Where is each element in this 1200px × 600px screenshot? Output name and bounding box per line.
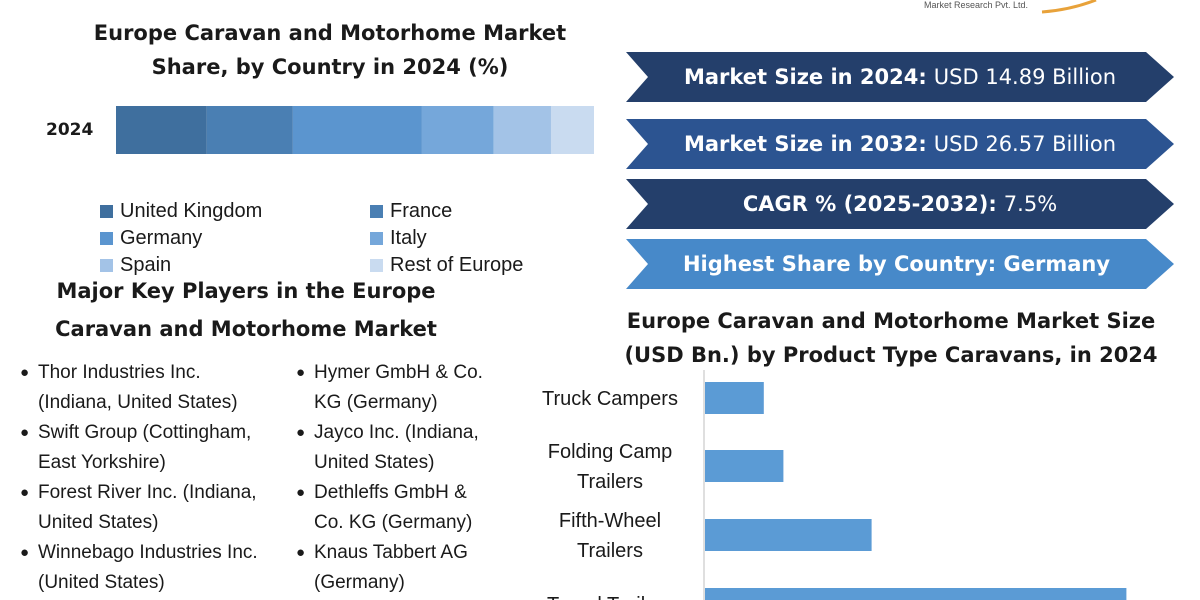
bar-folding-camp-trailers	[705, 450, 784, 482]
key-players-title: Major Key Players in the Europe Caravan …	[55, 279, 437, 341]
banner-value: USD 26.57 Billion	[933, 132, 1117, 156]
key-player-name: Knaus Tabbert AG (Germany)	[314, 542, 468, 593]
legend-swatch	[100, 232, 113, 245]
key-player-item: ● Knaus Tabbert AG (Germany)	[296, 538, 576, 598]
legend-item-italy: Italy	[370, 225, 580, 252]
key-player-name: Swift Group (Cottingham, East Yorkshire)	[38, 422, 252, 473]
banner-arrow-shape	[626, 119, 1174, 169]
key-player-name: Winnebago Industries Inc. (United States…	[38, 542, 258, 593]
legend-item-united-kingdom: United Kingdom	[100, 198, 370, 225]
share-stacked-bar	[116, 106, 594, 154]
key-player-item: ● Swift Group (Cottingham, East Yorkshire…	[20, 418, 300, 478]
banner-arrow-shape	[626, 239, 1174, 289]
banner-label: Market Size in 2024:	[683, 65, 927, 89]
category-label-folding-camp-trailers: Folding Camp Trailers	[548, 441, 673, 493]
logo-swoosh-icon	[1041, 0, 1097, 14]
bullet-icon: ●	[20, 424, 30, 441]
stat-banner-1: Market Size in 2024: USD 14.89 Billion	[626, 52, 1176, 102]
banner-label: Highest Share by Country: Germany	[682, 252, 1111, 276]
legend-swatch	[370, 259, 383, 272]
legend-swatch	[100, 259, 113, 272]
legend-label: United Kingdom	[120, 200, 263, 222]
bar-travel-trailers	[705, 588, 1127, 600]
share-chart-legend: United Kingdom France Germany Italy Spain Res…	[100, 198, 580, 279]
share-chart-row-label: 2024	[46, 120, 94, 140]
banner-value: 7.5%	[1003, 192, 1058, 216]
category-label-fifth-wheel-trailers: Fifth-Wheel Trailers	[559, 510, 661, 562]
logo-company-text: Market Research Pvt. Ltd.	[924, 0, 1029, 10]
legend-label: Rest of Europe	[390, 254, 524, 276]
banner-label: CAGR % (2025-2032):	[742, 192, 997, 216]
legend-swatch	[370, 232, 383, 245]
bullet-icon: ●	[296, 484, 306, 501]
key-player-item: ● Forest River Inc. (Indiana, United Stat…	[20, 478, 300, 538]
legend-swatch	[370, 205, 383, 218]
share-segment-france	[206, 106, 293, 154]
legend-label: Germany	[120, 227, 203, 249]
key-player-item: ● Winnebago Industries Inc. (United State…	[20, 538, 300, 598]
banner-label: Market Size in 2032:	[683, 132, 927, 156]
key-player-item: ● Dethleffs GmbH & Co. KG (Germany)	[296, 478, 576, 538]
share-segment-united-kingdom	[116, 106, 207, 154]
bullet-icon: ●	[296, 544, 306, 561]
key-player-name: Jayco Inc. (Indiana, United States)	[314, 422, 479, 473]
legend-label: Spain	[120, 254, 172, 276]
legend-item-spain: Spain	[100, 252, 370, 279]
category-label-truck-campers: Truck Campers	[542, 388, 678, 410]
share-segment-germany	[292, 106, 422, 154]
stat-banner-4: Highest Share by Country: Germany	[626, 239, 1176, 289]
key-player-item: ● Jayco Inc. (Indiana, United States)	[296, 418, 576, 478]
legend-item-rest-of-europe: Rest of Europe	[370, 252, 580, 279]
legend-item-germany: Germany	[100, 225, 370, 252]
key-player-name: Forest River Inc. (Indiana, United State…	[38, 482, 257, 533]
key-player-name: Hymer GmbH & Co. KG (Germany)	[314, 362, 483, 413]
bullet-icon: ●	[296, 424, 306, 441]
share-segment-italy	[421, 106, 494, 154]
legend-label: France	[390, 200, 453, 222]
key-player-name: Dethleffs GmbH & Co. KG (Germany)	[314, 482, 473, 533]
legend-swatch	[100, 205, 113, 218]
bar-fifth-wheel-trailers	[705, 519, 872, 551]
key-player-item: ● Thor Industries Inc. (Indiana, United S…	[20, 358, 300, 418]
key-player-item: ● Hymer GmbH & Co. KG (Germany)	[296, 358, 576, 418]
legend-label: Italy	[390, 227, 427, 249]
key-player-name: Thor Industries Inc. (Indiana, United St…	[38, 362, 238, 413]
bar-truck-campers	[705, 382, 764, 414]
stat-banner-2: Market Size in 2032: USD 26.57 Billion	[626, 119, 1176, 169]
legend-item-france: France	[370, 198, 580, 225]
share-chart-title: Europe Caravan and Motorhome Market Shar…	[93, 21, 567, 79]
bullet-icon: ●	[20, 544, 30, 561]
product-chart-title: Europe Caravan and Motorhome Market Size…	[624, 309, 1158, 367]
bullet-icon: ●	[20, 484, 30, 501]
product-type-bar-chart: Truck Campers Folding Camp Trailers Fifth-W…	[542, 370, 1127, 600]
category-label-travel-trailers: Travel Trailers	[547, 594, 673, 600]
banner-value: USD 14.89 Billion	[933, 65, 1117, 89]
key-players-column-2: ● Hymer GmbH & Co. KG (Germany) ● Jayco Inc…	[296, 358, 576, 598]
stat-banner-3: CAGR % (2025-2032): 7.5%	[626, 179, 1176, 229]
key-players-column-1: ● Thor Industries Inc. (Indiana, United S…	[20, 358, 300, 598]
bullet-icon: ●	[20, 364, 30, 381]
banner-arrow-shape	[626, 52, 1174, 102]
bullet-icon: ●	[296, 364, 306, 381]
share-segment-spain	[493, 106, 551, 154]
banner-arrow-shape	[626, 179, 1174, 229]
share-segment-rest-of-europe	[550, 106, 594, 154]
